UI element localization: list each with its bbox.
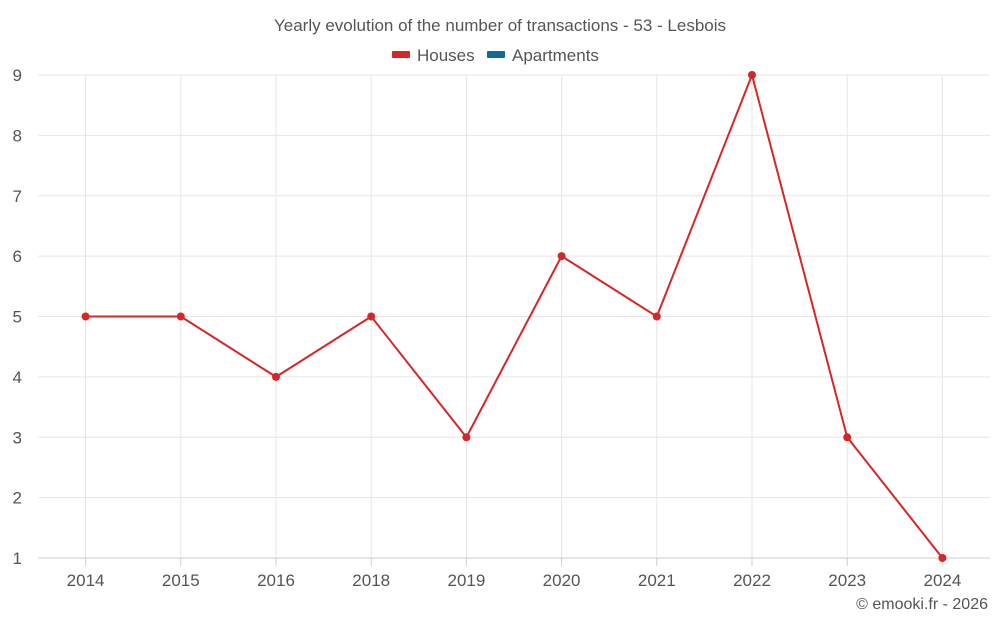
y-tick-label: 5 [13, 308, 22, 327]
y-tick-label: 4 [13, 368, 22, 387]
legend: Houses Apartments [392, 46, 599, 65]
x-tick-label: 2023 [828, 571, 866, 590]
x-tick-label: 2015 [162, 571, 200, 590]
legend-label-houses[interactable]: Houses [417, 46, 475, 65]
y-tick-label: 6 [13, 247, 22, 266]
y-tick-label: 2 [13, 489, 22, 508]
x-tick-label: 2014 [67, 571, 105, 590]
series-line [85, 74, 944, 559]
data-point[interactable] [81, 312, 90, 321]
y-tick-label: 1 [13, 549, 22, 568]
legend-label-apartments[interactable]: Apartments [512, 46, 599, 65]
y-axis: 1 2 3 4 5 6 7 8 9 [13, 66, 22, 568]
x-tick-label: 2016 [257, 571, 295, 590]
data-point[interactable] [367, 312, 376, 321]
x-tick-label: 2021 [638, 571, 676, 590]
legend-swatch-houses [392, 51, 410, 58]
y-tick-label: 8 [13, 126, 22, 145]
data-point[interactable] [176, 312, 185, 321]
data-point[interactable] [272, 372, 280, 381]
data-point[interactable] [938, 554, 947, 562]
x-tick-label: 2019 [447, 571, 485, 590]
data-point[interactable] [557, 252, 566, 261]
x-tick-label: 2018 [352, 571, 390, 590]
x-axis: 2014 2015 2016 2018 2019 2020 2021 2022 2023 2024 [67, 558, 961, 590]
y-tick-label: 3 [13, 428, 22, 447]
credit-text: © emooki.fr - 2026 [856, 596, 988, 613]
y-tick-label: 9 [13, 66, 22, 85]
x-tick-label: 2022 [733, 571, 771, 590]
data-point[interactable] [652, 312, 661, 321]
data-point[interactable] [462, 433, 471, 442]
x-tick-label: 2024 [923, 571, 961, 590]
chart-title: Yearly evolution of the number of transa… [274, 16, 726, 35]
legend-swatch-apartments [487, 51, 505, 58]
series-houses [81, 71, 947, 562]
y-tick-label: 7 [13, 187, 22, 206]
data-point[interactable] [748, 71, 756, 79]
data-point[interactable] [843, 433, 852, 442]
x-tick-label: 2020 [543, 571, 581, 590]
